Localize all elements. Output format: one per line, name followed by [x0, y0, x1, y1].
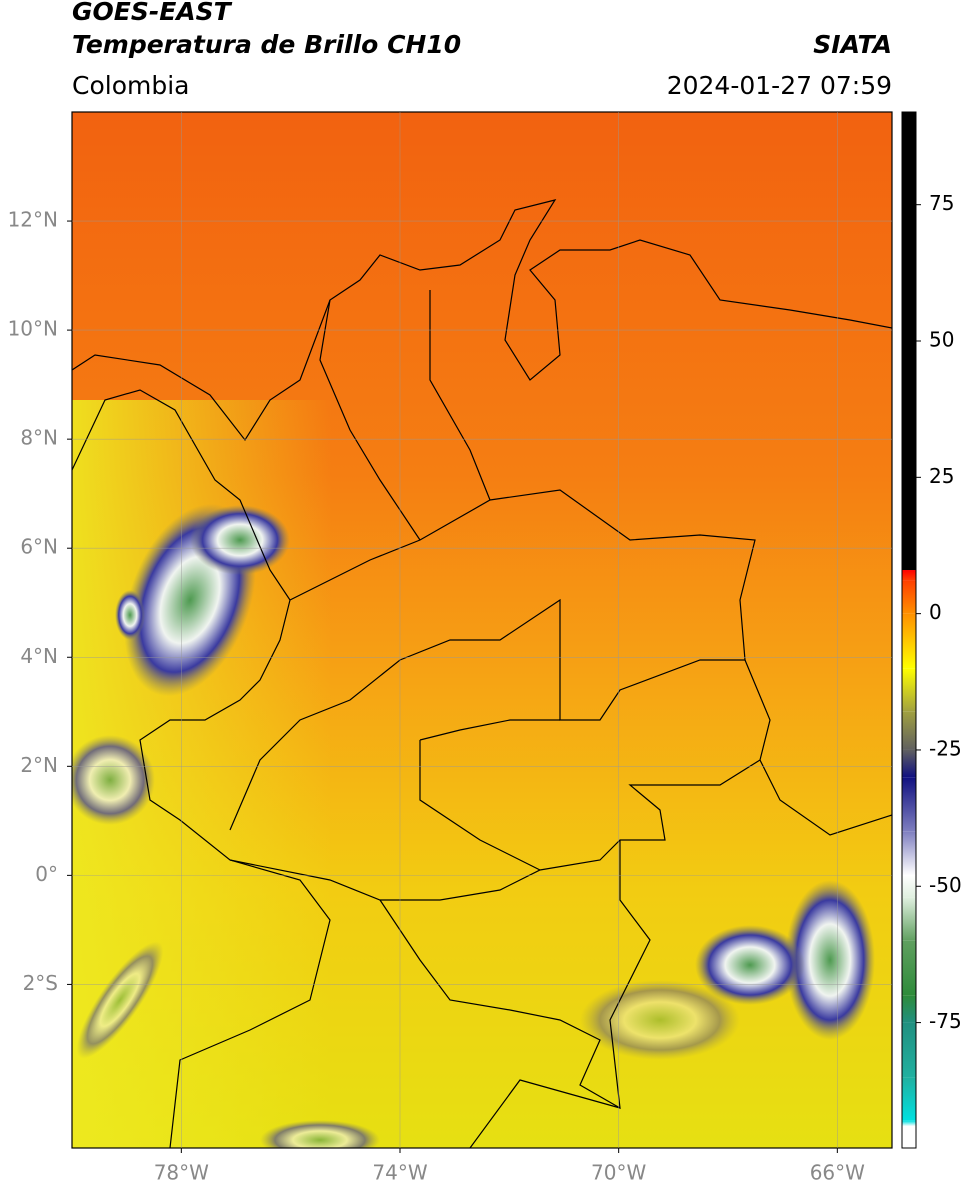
map-frame — [71, 111, 893, 1149]
y-tick-label: 4°N — [20, 644, 58, 668]
colorbar-tick-label: 0 — [929, 600, 942, 624]
colorbar-segment — [902, 831, 916, 876]
title: GOES-EAST — [72, 0, 233, 26]
colorbar-tick-label: 75 — [929, 191, 954, 215]
colorbar-segment — [902, 1022, 916, 1078]
x-tick-label: 70°W — [591, 1161, 646, 1185]
colorbar-segment — [902, 875, 916, 898]
colorbar-segment — [902, 668, 916, 712]
colorbar-segment — [902, 580, 916, 614]
colorbar-tick-label: 50 — [929, 328, 954, 352]
colorbar-segment — [902, 995, 916, 1023]
colorbar-segment — [902, 897, 916, 941]
region: Colombia — [72, 71, 189, 100]
colorbar-segment — [902, 777, 916, 832]
subtitle: Temperatura de Brillo CH10 — [72, 30, 461, 59]
colorbar-segment — [902, 613, 916, 669]
y-tick-label: 8°N — [20, 426, 58, 450]
satellite-image — [72, 112, 892, 1148]
y-tick-label: 12°N — [8, 208, 58, 232]
source: SIATA — [813, 30, 892, 59]
colorbar-frame — [901, 111, 917, 1149]
colorbar-segment — [902, 1126, 916, 1148]
colorbar-tick-label: 25 — [929, 464, 954, 488]
y-tick-label: 10°N — [8, 317, 58, 341]
colorbar-segment — [902, 749, 916, 778]
colorbar-segment — [902, 1120, 916, 1127]
y-tick-label: 0° — [35, 862, 58, 886]
y-tick-label: 2°S — [23, 971, 58, 995]
x-tick-label: 78°W — [154, 1161, 209, 1185]
y-tick-label: 2°N — [20, 753, 58, 777]
colorbar-segment — [902, 1077, 916, 1121]
colorbar-tick-label: -50 — [929, 873, 962, 897]
colorbar-segment — [902, 112, 916, 571]
x-tick-label: 66°W — [810, 1161, 865, 1185]
colorbar-tick-label: -75 — [929, 1009, 962, 1033]
x-tick-label: 74°W — [372, 1161, 427, 1185]
datetime: 2024-01-27 07:59 — [667, 71, 892, 100]
colorbar-tick-label: -25 — [929, 736, 962, 760]
y-tick-label: 6°N — [20, 535, 58, 559]
colorbar-segment — [902, 940, 916, 996]
colorbar-segment — [902, 711, 916, 750]
colorbar-segment — [902, 570, 916, 581]
